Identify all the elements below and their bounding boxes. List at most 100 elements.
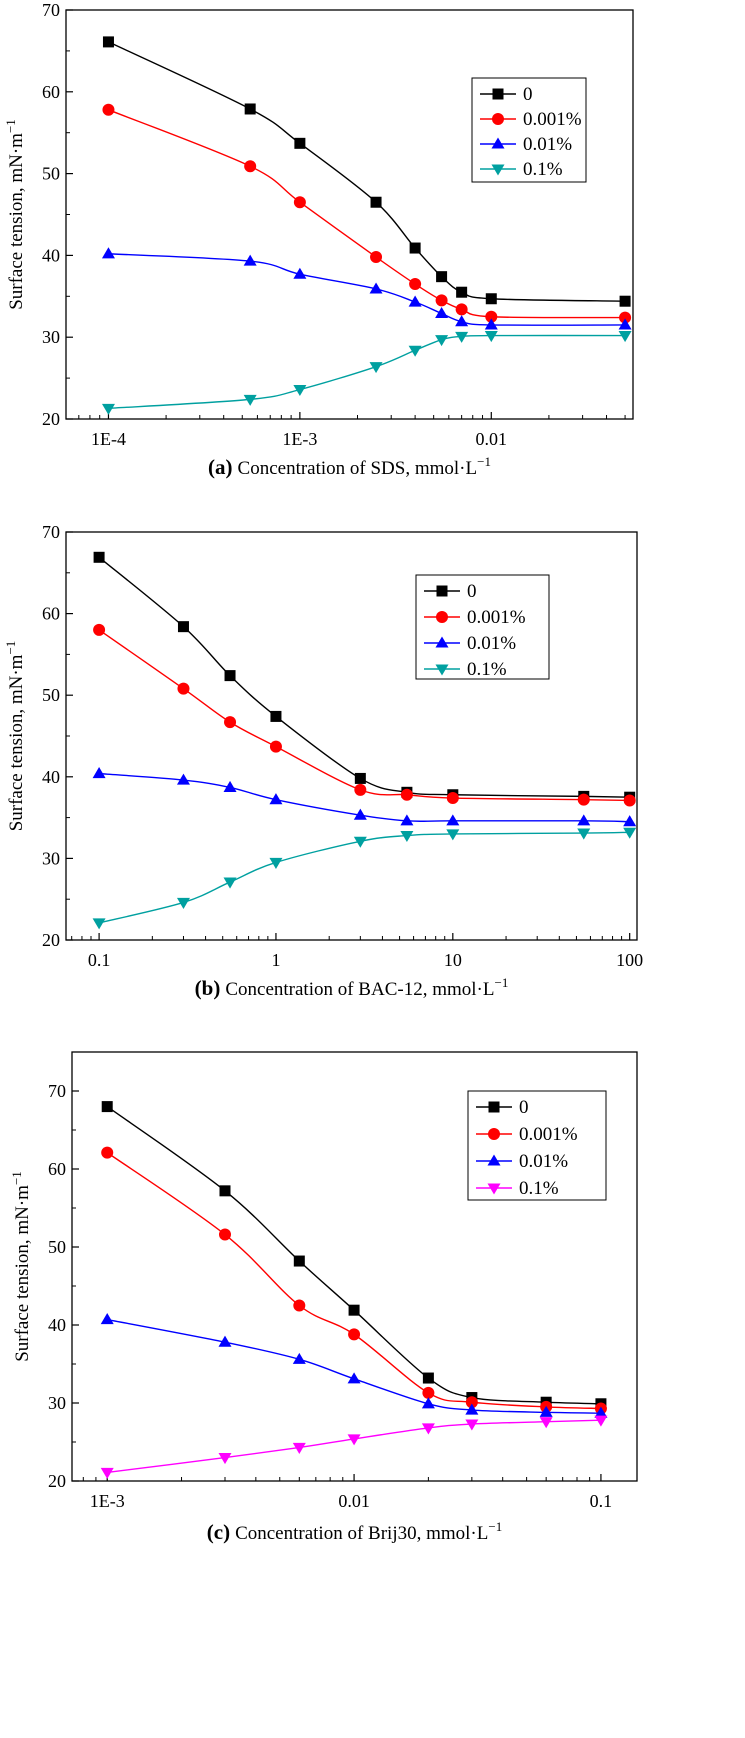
data-point [455,331,469,343]
data-point [435,306,449,319]
data-point [619,295,631,307]
data-point [484,331,498,343]
legend-label: 0.01% [467,633,516,654]
x-axis-label-sup: −1 [488,1519,502,1534]
legend-marker [491,164,505,176]
legend-label: 0.001% [523,109,582,130]
y-tick-label: 40 [42,245,60,265]
series-2 [101,247,632,330]
y-tick-label: 20 [42,409,60,429]
data-point [347,1434,361,1446]
legend-label: 0.1% [523,159,563,180]
y-tick-label: 50 [42,164,60,184]
data-point [293,196,306,209]
data-point [409,242,421,254]
data-point [446,792,459,805]
data-point [369,362,383,374]
data-point [623,827,637,839]
y-tick-label: 60 [42,82,60,102]
panel-label: (c) [207,1520,230,1544]
series-3 [92,827,637,930]
series-3 [101,331,632,415]
y-tick-label: 50 [48,1237,66,1257]
data-point [269,793,283,805]
data-point [293,267,307,279]
data-point [623,794,636,807]
y-tick-label: 20 [42,930,60,950]
data-point [93,551,105,563]
data-point [594,1415,608,1427]
y-axis-label: Surface tension, mN·m−1 [3,641,27,832]
y-axis-label: Surface tension, mN·m−1 [9,1171,33,1362]
x-axis-label-sup: −1 [477,454,491,469]
data-point [102,103,115,116]
legend-marker [488,1128,500,1140]
y-tick-label: 40 [48,1315,66,1335]
data-point [354,783,367,796]
x-axis-label: Concentration of BAC-12, mmol·L [225,979,494,1000]
legend-marker [488,1101,500,1113]
data-point [484,318,498,330]
data-point [292,1352,306,1364]
data-point [243,254,257,266]
data-point [92,767,106,779]
data-point [422,1372,434,1384]
data-point [408,345,422,357]
legend-marker [435,664,449,676]
y-axis-label-sup: −1 [3,119,18,133]
y-axis-label-text: Surface tension, mN·m [12,1185,33,1362]
legend-marker [436,585,448,597]
data-point [400,831,414,843]
data-point [100,1313,114,1325]
data-point [421,1423,435,1435]
legend-label: 0.001% [467,607,526,628]
data-point [218,1453,232,1465]
series-line [98,831,630,924]
series-line [98,556,630,798]
data-point [177,621,189,633]
data-point [369,282,383,294]
data-point [293,1299,306,1312]
data-point [455,315,469,327]
y-tick-label: 20 [48,1471,66,1491]
data-point [93,623,106,636]
y-tick-label: 60 [48,1159,66,1179]
series-line [108,253,626,326]
y-tick-label: 70 [48,1081,66,1101]
y-tick-label: 60 [42,604,60,624]
data-point [485,293,497,305]
x-tick-label: 100 [616,950,643,970]
data-point [455,303,468,316]
y-tick-label: 40 [42,767,60,787]
legend-marker [487,1183,501,1195]
data-point [435,335,449,347]
y-axis-label-sup: −1 [3,641,18,655]
data-point [446,829,460,841]
data-point [100,1467,114,1479]
legend: 0 0.001% 0.01% 0.1% [467,1090,607,1201]
x-axis-label: Concentration of Brij30, mmol·L [235,1523,488,1544]
data-point [400,788,413,801]
y-tick-label: 70 [42,0,60,20]
legend-label: 0 [467,581,477,602]
data-point [218,1335,232,1347]
legend-label: 0.01% [523,134,572,155]
x-axis-caption: (b) Concentration of BAC-12, mmol·L−1 [195,975,509,1000]
data-point [618,331,632,343]
legend: 0 0.001% 0.01% 0.1% [415,574,550,680]
data-point [456,286,468,298]
y-tick-label: 30 [48,1393,66,1413]
data-point [435,294,448,307]
legend-marker [436,611,448,623]
legend: 0 0.001% 0.01% 0.1% [471,77,587,183]
data-point [354,772,366,784]
data-point [436,271,448,283]
legend-label: 0 [523,84,533,105]
x-axis-caption: (c) Concentration of Brij30, mmol·L−1 [207,1519,502,1544]
data-point [176,773,190,785]
series-0 [102,36,631,307]
data-point [465,1403,479,1415]
y-axis-label-sup: −1 [9,1171,24,1185]
data-point [623,815,637,827]
x-tick-label: 1 [271,950,280,970]
